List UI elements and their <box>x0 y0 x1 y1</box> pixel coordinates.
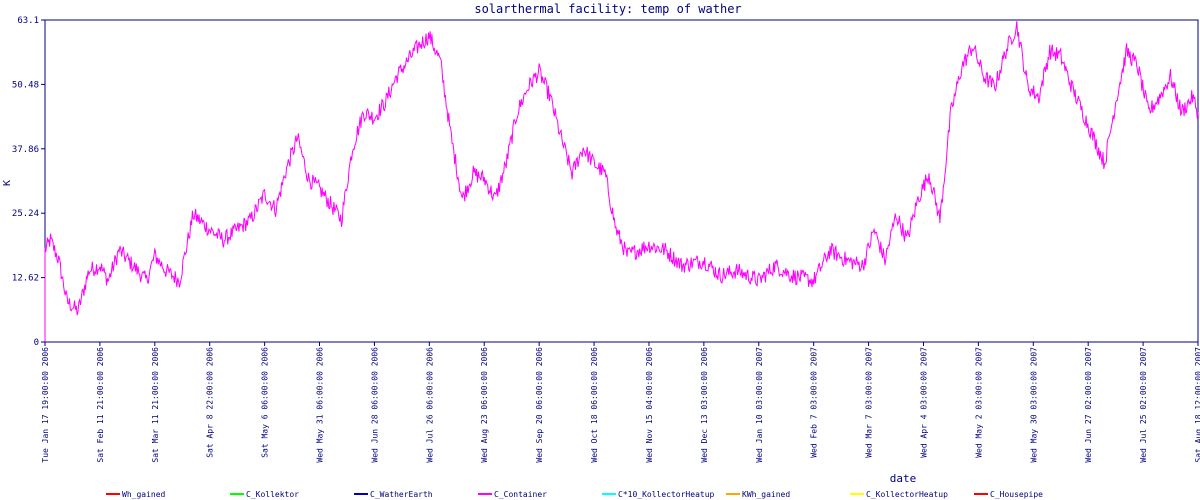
x-tick-label: Wed Jun 28 06:00:00 2006 <box>370 347 379 463</box>
x-tick-label: Wed May 30 03:00:00 2007 <box>1029 347 1038 463</box>
x-tick-label: Wed Mar 7 03:00:00 2007 <box>865 347 874 458</box>
y-tick-label: 63.1 <box>17 16 39 26</box>
y-tick-label: 37.86 <box>12 145 39 155</box>
x-tick-label: Wed Dec 13 03:00:00 2006 <box>700 347 709 463</box>
x-tick-label: Wed Jul 26 06:00:00 2006 <box>425 347 434 463</box>
x-tick-label: Wed May 2 03:00:00 2007 <box>974 347 983 458</box>
x-tick-label: Wed Jan 10 03:00:00 2007 <box>755 347 764 463</box>
y-tick-label: 50.48 <box>12 80 39 90</box>
x-tick-label: Wed Feb 7 03:00:00 2007 <box>810 347 819 458</box>
legend-label: C_Container <box>494 490 547 499</box>
legend-label: C_WatherEarth <box>370 490 433 499</box>
x-tick-label: Wed Jul 25 02:00:00 2007 <box>1139 347 1148 463</box>
x-axis: Tue Jan 17 19:00:00 2006 Sat Feb 11 21:00… <box>41 342 1200 463</box>
legend-label: Wh_gained <box>122 490 166 499</box>
x-tick-label: Sat Aug 18 12:00:00 2007 <box>1194 347 1200 463</box>
legend-label: C*10_KollectorHeatup <box>618 490 715 499</box>
legend-label: C_Kollektor <box>246 490 299 499</box>
x-tick-label: Wed Jun 27 02:00:00 2007 <box>1084 347 1093 463</box>
plot-frame <box>44 19 1199 343</box>
legend-label: KWh_gained <box>742 490 790 499</box>
y-tick-label: 0 <box>34 338 39 348</box>
x-tick-label: Sat May 6 06:00:00 2006 <box>261 347 270 458</box>
x-tick-label: Sat Feb 11 21:00:00 2006 <box>96 347 105 463</box>
x-tick-label: Wed Sep 20 06:00:00 2006 <box>535 347 544 463</box>
chart-title: solarthermal facility: temp of wather <box>474 2 741 16</box>
x-tick-label: Wed Apr 4 03:00:00 2007 <box>919 347 928 458</box>
x-tick-label: Sat Apr 8 22:00:00 2006 <box>206 347 215 458</box>
legend-label: C_Housepipe <box>990 490 1043 499</box>
y-axis: 0 12.62 25.24 37.86 50.48 63.1 <box>12 16 45 348</box>
plot-area <box>44 19 1199 343</box>
x-tick-label: Wed Aug 23 06:00:00 2006 <box>480 347 489 463</box>
x-tick-label: Sat Mar 11 21:00:00 2006 <box>151 347 160 463</box>
x-tick-label: Wed Nov 15 04:00:00 2006 <box>645 347 654 463</box>
x-tick-label: Wed Oct 18 06:00:00 2006 <box>590 347 599 463</box>
y-axis-label: K <box>2 180 13 186</box>
x-tick-label: Tue Jan 17 19:00:00 2006 <box>41 347 50 463</box>
x-tick-label: Wed May 31 06:00:00 2006 <box>316 347 325 463</box>
y-tick-label: 12.62 <box>12 274 39 284</box>
series-line-c-container <box>44 21 1199 342</box>
legend: Wh_gained C_Kollektor C_WatherEarth C_Conta… <box>106 490 1043 499</box>
y-tick-label: 25.24 <box>12 209 39 219</box>
x-axis-label: date <box>890 472 917 485</box>
legend-label: C_KollectorHeatup <box>866 490 948 499</box>
